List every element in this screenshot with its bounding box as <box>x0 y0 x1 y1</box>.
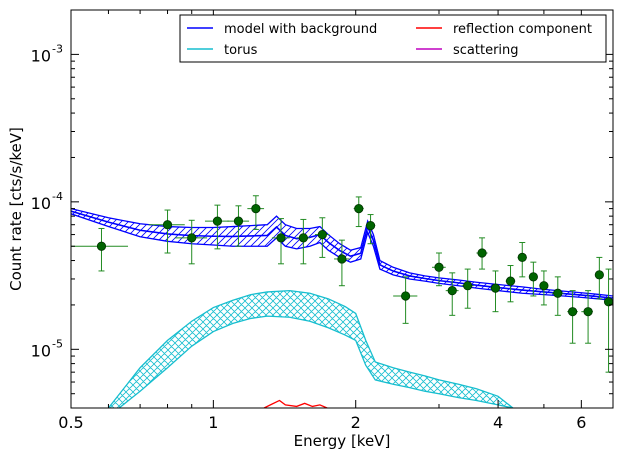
plot-area <box>71 195 613 408</box>
data-point-marker <box>233 216 244 226</box>
x-tick-label: 1 <box>208 413 218 432</box>
data-point <box>528 261 538 297</box>
data-point <box>227 205 250 247</box>
data-point-marker <box>463 281 473 291</box>
torus-lower-line <box>118 315 514 408</box>
legend-label-model-with-background: model with background <box>224 22 377 37</box>
data-point-marker <box>583 307 593 317</box>
data-point <box>551 276 564 316</box>
y-tick-label-base: 10 <box>31 194 51 213</box>
data-point <box>581 290 593 344</box>
data-point <box>461 268 474 309</box>
data-point-marker <box>517 252 527 263</box>
data-point <box>334 239 350 287</box>
data-point <box>148 209 185 254</box>
data-point <box>175 219 208 265</box>
y-tick-label: 10 -5 <box>31 337 63 360</box>
data-point-marker <box>553 288 563 298</box>
data-point <box>505 265 516 303</box>
data-point-marker <box>212 216 223 226</box>
y-tick-labels: 10-510-410-3 <box>31 42 63 360</box>
y-tick-label-exponent: -4 <box>52 190 63 203</box>
data-point <box>432 252 446 287</box>
data-point-marker <box>365 221 376 231</box>
data-point <box>603 268 613 373</box>
data-point <box>476 237 488 270</box>
data-point <box>296 218 310 265</box>
y-tick-label: 10 -3 <box>31 42 63 65</box>
data-point-marker <box>96 241 107 251</box>
legend-label-reflection-component: reflection component <box>453 22 592 37</box>
data-point <box>445 272 459 316</box>
data-point <box>594 256 604 300</box>
legend-box <box>179 14 607 63</box>
y-tick-label-exponent: -5 <box>52 337 63 350</box>
data-point <box>393 276 418 324</box>
data-point-marker <box>298 233 308 243</box>
y-tick-label-exponent: -3 <box>52 42 63 55</box>
x-tick-label: 4 <box>493 413 503 432</box>
data-point <box>314 217 330 258</box>
y-tick-label-base: 10 <box>31 341 51 360</box>
data-point-marker <box>401 291 411 301</box>
data-point-marker <box>528 272 538 282</box>
data-point-marker <box>539 281 549 291</box>
data-point-marker <box>594 270 604 280</box>
data-point-marker <box>251 204 261 214</box>
data-point <box>539 270 549 306</box>
x-tick-label: 2 <box>351 413 361 432</box>
reflection-component-line <box>263 399 328 408</box>
x-tick-label: 6 <box>576 413 586 432</box>
torus-band <box>108 290 513 408</box>
data-point <box>247 195 265 230</box>
data-point-marker <box>187 233 197 243</box>
x-tick-label: 0.5 <box>58 413 83 432</box>
y-axis-label: Count rate [cts/s/keV] <box>7 127 25 291</box>
data-point-marker <box>505 276 516 286</box>
data-point <box>271 218 290 265</box>
legend: model with background torus reflection com… <box>179 14 607 63</box>
data-point-marker <box>568 307 578 317</box>
data-point <box>365 214 376 245</box>
data-point <box>567 290 578 344</box>
data-point <box>490 270 501 313</box>
x-tick-labels: 0.5 1 2 4 6 <box>58 413 586 432</box>
data-point-marker <box>317 229 327 240</box>
data-point-marker <box>447 286 457 296</box>
legend-label-scattering: scattering <box>453 43 519 58</box>
torus-upper-line <box>107 289 514 408</box>
legend-label-torus: torus <box>224 43 258 58</box>
data-point-marker <box>354 204 364 214</box>
data-point <box>353 196 364 228</box>
data-point-marker <box>477 248 487 258</box>
data-point-marker <box>434 262 444 272</box>
data-point-marker <box>162 220 173 230</box>
y-tick-label-base: 10 <box>31 46 51 65</box>
x-axis-label: Energy [keV] <box>294 432 391 450</box>
axis-ticks <box>70 9 614 409</box>
data-point-marker <box>337 254 347 264</box>
data-point-marker <box>276 233 286 243</box>
data-point <box>204 204 230 250</box>
data-point-marker <box>490 283 501 293</box>
data-point <box>71 227 129 272</box>
data-point <box>517 242 527 278</box>
plot-frame <box>70 9 614 409</box>
y-tick-label: 10 -4 <box>31 190 63 213</box>
